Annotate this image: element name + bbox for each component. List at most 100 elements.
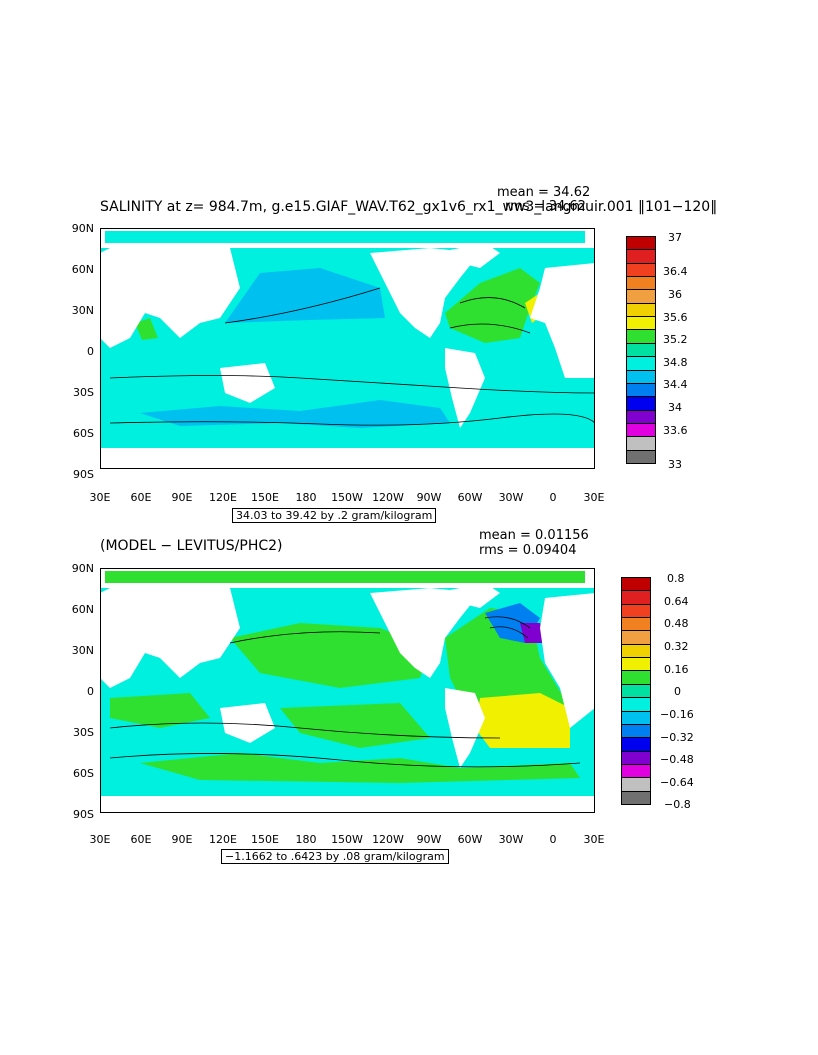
colorbar-swatch — [626, 316, 656, 331]
lon-tick-label: 30E — [583, 833, 605, 846]
lon-tick-label: 90E — [171, 833, 193, 846]
colorbar-label: 36 — [668, 288, 682, 301]
colorbar-swatch — [621, 590, 651, 605]
colorbar-label: 33 — [668, 458, 682, 471]
colorbar-label: 34.8 — [663, 356, 688, 369]
lon-tick-label: 180 — [295, 491, 317, 504]
lon-tick-label: 30E — [583, 491, 605, 504]
colorbar-label: 33.6 — [663, 424, 688, 437]
colorbar-swatch — [621, 683, 651, 699]
colorbar-label: 0.64 — [664, 595, 689, 608]
contour-line — [449, 323, 531, 334]
panel-title: (MODEL − LEVITUS/PHC2) — [100, 538, 283, 554]
south-atlantic-yellow — [475, 693, 570, 748]
colorbar-label: 35.6 — [663, 311, 688, 324]
colorbar-label: −0.8 — [664, 798, 691, 811]
contour-line — [109, 413, 595, 426]
north-america — [370, 588, 480, 678]
colorbar-label: 37 — [668, 231, 682, 244]
lon-tick-label: 30W — [498, 491, 524, 504]
lon-tick-label: 60W — [457, 833, 483, 846]
contour-line — [229, 631, 381, 644]
difference-map — [100, 568, 595, 813]
colorbar-swatch — [621, 630, 651, 645]
colorbar-swatch — [626, 422, 656, 438]
lon-tick-label: 150W — [331, 833, 363, 846]
antarctica — [100, 796, 595, 813]
map-ticks — [95, 223, 605, 478]
lon-tick-label: 30E — [89, 491, 111, 504]
asia — [100, 248, 240, 348]
contour-line — [109, 722, 501, 739]
colorbar-swatch — [626, 289, 656, 304]
colorbar-swatch — [626, 436, 656, 451]
colorbar — [626, 236, 656, 464]
australia — [220, 363, 275, 403]
colorbar-swatch — [621, 617, 651, 632]
colorbar-label: 36.4 — [663, 265, 688, 278]
mean-label: mean = 0.01156 — [479, 528, 589, 543]
contour-info: 34.03 to 39.42 by .2 gram/kilogram — [232, 508, 437, 523]
lon-tick-label: 150E — [251, 833, 279, 846]
australia — [220, 703, 275, 743]
panel-title: SALINITY at z= 984.7m, g.e15.GIAF_WAV.T6… — [100, 199, 718, 215]
lon-tick-label: 60E — [130, 833, 152, 846]
lat-tick-label: 60N — [71, 603, 94, 616]
lon-tick-label: 90W — [416, 833, 442, 846]
colorbar-swatch — [626, 249, 656, 264]
colorbar-swatch — [621, 790, 651, 805]
lon-tick-label: 150W — [331, 491, 363, 504]
lat-tick-label: 90N — [71, 222, 94, 235]
lat-tick-label: 60S — [73, 767, 94, 780]
rms-label: rms = 34.62 — [505, 199, 586, 214]
lat-tick-label: 90S — [73, 808, 94, 821]
indian-green — [110, 693, 210, 728]
lat-tick-label: 30S — [73, 386, 94, 399]
contour-line — [109, 375, 595, 394]
colorbar-label: 0.16 — [664, 663, 689, 676]
lon-tick-label: 120W — [372, 833, 404, 846]
arabian-sea-green — [135, 318, 158, 340]
colorbar-swatch — [621, 710, 651, 725]
colorbar-swatch — [621, 737, 651, 752]
lat-tick-label: 0 — [87, 685, 94, 698]
colorbar-swatch — [621, 670, 651, 685]
mean-label: mean = 34.62 — [497, 185, 591, 200]
south-pacific-green — [280, 703, 430, 748]
colorbar-swatch — [621, 577, 651, 592]
gulf-stream-purple — [520, 623, 545, 643]
southern-ocean-band — [140, 400, 450, 428]
lat-tick-label: 0 — [87, 345, 94, 358]
colorbar-label: 34.4 — [663, 378, 688, 391]
contour-info: −1.1662 to .6423 by .08 gram/kilogram — [221, 849, 449, 864]
lon-tick-label: 120E — [209, 491, 237, 504]
colorbar-label: −0.64 — [660, 776, 694, 789]
greenland — [450, 583, 500, 608]
greenland — [450, 243, 500, 268]
asia — [100, 588, 240, 688]
lon-tick-label: 90W — [416, 491, 442, 504]
lon-tick-label: 90E — [171, 491, 193, 504]
contour-line — [109, 753, 581, 768]
colorbar-swatch — [626, 262, 656, 278]
antarctica — [100, 450, 595, 469]
north-atlantic-green — [445, 268, 540, 343]
southern-ocean-green — [140, 753, 580, 783]
north-america — [370, 248, 480, 338]
colorbar-swatch — [626, 382, 656, 398]
lat-tick-label: 90S — [73, 468, 94, 481]
lon-tick-label: 60E — [130, 491, 152, 504]
colorbar-label: −0.16 — [660, 708, 694, 721]
arctic-strip — [105, 231, 585, 243]
colorbar-swatch — [626, 236, 656, 251]
contour-line — [484, 616, 531, 629]
lon-tick-label: 120W — [372, 491, 404, 504]
colorbar-swatch — [626, 396, 656, 411]
north-pacific-blue — [225, 268, 385, 323]
rms-label: rms = 0.09404 — [479, 543, 577, 558]
colorbar-label: −0.32 — [660, 731, 694, 744]
colorbar-swatch — [621, 657, 651, 672]
colorbar-swatch — [621, 643, 651, 659]
colorbar-swatch — [621, 750, 651, 765]
colorbar-label: 34 — [668, 401, 682, 414]
